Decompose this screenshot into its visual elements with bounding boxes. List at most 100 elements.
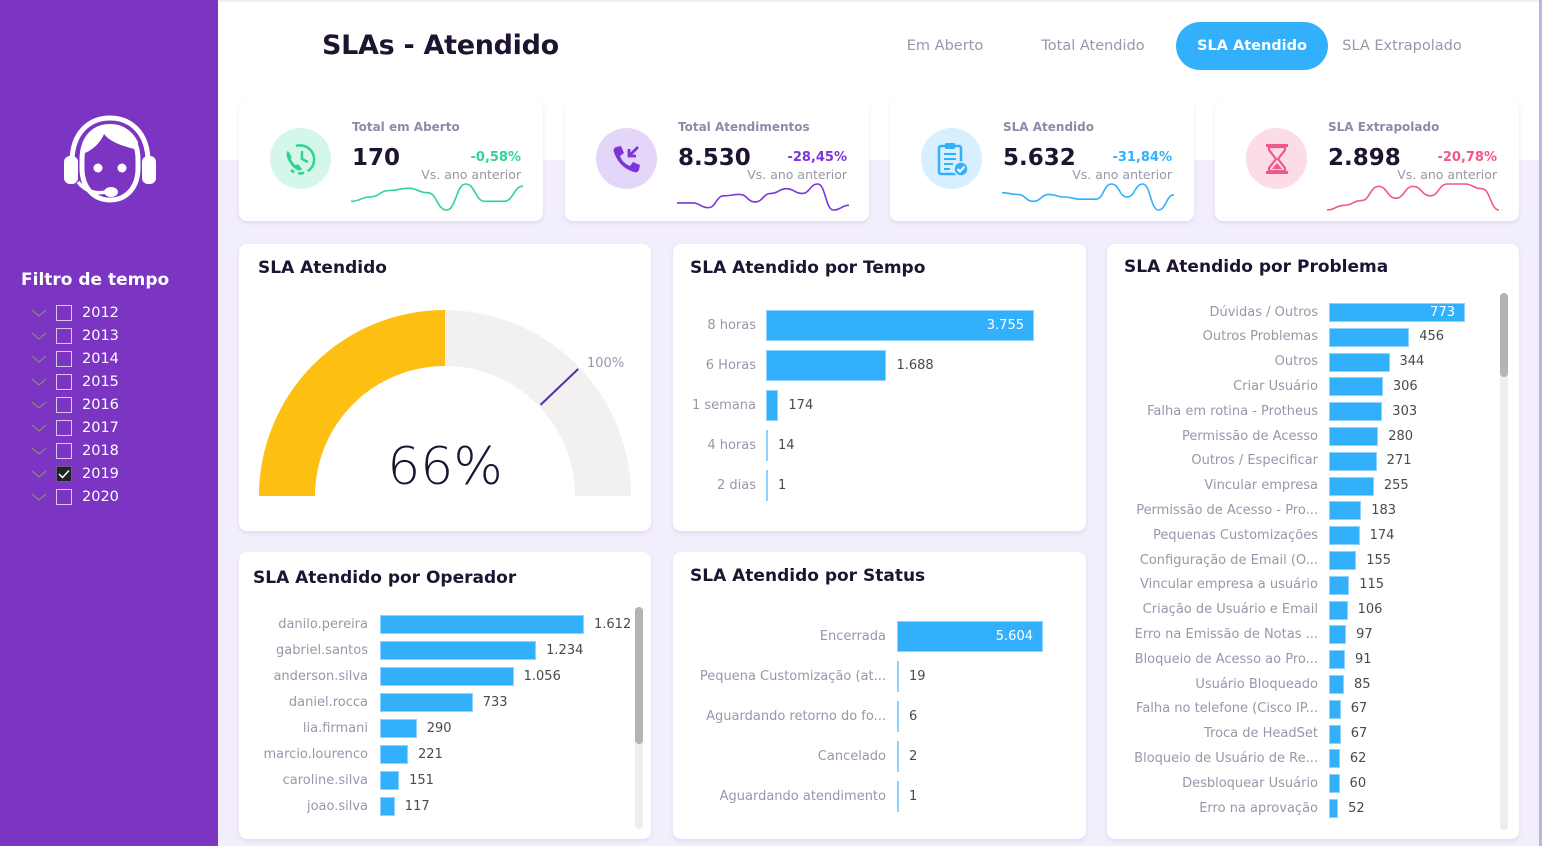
bar[interactable]	[1329, 799, 1339, 818]
gauge-fill	[259, 310, 445, 496]
bar-category-label: marcio.lourenco	[263, 746, 368, 762]
bar[interactable]	[1329, 501, 1362, 521]
chart-title: SLA Atendido por Problema	[1124, 257, 1389, 277]
bar[interactable]	[1329, 600, 1348, 620]
bar[interactable]	[897, 661, 899, 692]
bar-value-label: 19	[909, 668, 926, 684]
bar[interactable]	[1329, 303, 1465, 322]
year-checkbox[interactable]	[56, 304, 72, 321]
chevron-down-icon[interactable]	[30, 353, 48, 365]
bar-category-label: 2 dias	[716, 477, 756, 493]
chevron-down-icon[interactable]	[30, 468, 48, 480]
chevron-down-icon[interactable]	[30, 330, 48, 342]
year-checkbox[interactable]	[56, 327, 72, 344]
bar-category-label: Falha em rotina - Protheus	[1147, 403, 1318, 419]
bar[interactable]	[380, 719, 417, 738]
bar[interactable]	[897, 781, 899, 812]
nav-tab-total-atendido[interactable]: Total Atendido	[1041, 38, 1145, 54]
year-filter-item[interactable]: 2020	[30, 486, 119, 509]
scrollbar[interactable]	[635, 607, 643, 829]
chart-card-tempo: SLA Atendido por Tempo 8 horas 3.755 6 Hor…	[673, 244, 1086, 531]
bar[interactable]	[380, 693, 473, 712]
bar[interactable]	[380, 641, 537, 660]
bar[interactable]	[897, 621, 1043, 652]
bar-value-label: 1.056	[523, 668, 561, 684]
year-filter-item[interactable]: 2018	[30, 440, 119, 463]
bar[interactable]	[380, 745, 408, 764]
bar[interactable]	[1329, 327, 1410, 347]
bar-value-label: 117	[404, 798, 430, 814]
chart-title: SLA Atendido por Status	[690, 566, 926, 586]
bar[interactable]	[1329, 724, 1341, 744]
kpi-delta: -28,45%	[787, 150, 847, 165]
bar[interactable]	[1329, 551, 1357, 570]
bar[interactable]	[766, 390, 779, 421]
year-filter-item[interactable]: 2013	[30, 324, 119, 347]
chevron-down-icon[interactable]	[30, 399, 48, 411]
bar[interactable]	[766, 310, 1034, 341]
nav-tab-sla-extrapolado[interactable]: SLA Extrapolado	[1342, 38, 1462, 54]
year-filter-item[interactable]: 2014	[30, 347, 119, 370]
year-checkbox[interactable]	[56, 396, 72, 413]
bar-value-label: 67	[1350, 701, 1368, 717]
chevron-down-icon[interactable]	[30, 376, 48, 388]
bar[interactable]	[1329, 352, 1390, 372]
sidebar: Filtro de tempo 2012 2013 2014 2015 2016 2017…	[0, 0, 218, 846]
year-filter-item[interactable]: 2019	[30, 463, 119, 486]
bar-category-label: danilo.pereira	[278, 616, 368, 632]
year-filter-item[interactable]: 2017	[30, 416, 119, 439]
chevron-down-icon[interactable]	[30, 422, 48, 434]
bar-category-label: daniel.rocca	[288, 694, 368, 710]
year-filter-item[interactable]: 2015	[30, 370, 119, 393]
year-checkbox[interactable]	[56, 489, 72, 506]
bar-category-label: Permissão de Acesso - Pro...	[1136, 502, 1318, 518]
bar[interactable]	[766, 350, 887, 381]
scrollbar-thumb[interactable]	[1500, 293, 1508, 377]
bar[interactable]	[1329, 427, 1379, 446]
scrollbar-thumb[interactable]	[635, 607, 643, 744]
nav-tab-sla-atendido[interactable]: SLA Atendido	[1176, 22, 1328, 70]
page-title: SLAs - Atendido	[322, 30, 559, 61]
bar[interactable]	[1329, 377, 1383, 397]
bar-category-label: Erro na aprovação	[1199, 800, 1318, 816]
bar[interactable]	[1329, 451, 1377, 471]
year-checkbox[interactable]	[56, 443, 72, 460]
bar[interactable]	[1329, 749, 1340, 769]
bar-value-label: 773	[1430, 304, 1455, 320]
bar[interactable]	[897, 701, 899, 732]
bar[interactable]	[766, 470, 768, 501]
bar[interactable]	[380, 797, 395, 816]
bar[interactable]	[1329, 699, 1341, 719]
year-filter-item[interactable]: 2012	[30, 301, 119, 324]
bar-value-label: 5.604	[995, 628, 1033, 644]
nav-tab-em-aberto[interactable]: Em Aberto	[906, 38, 984, 54]
bar[interactable]	[766, 430, 768, 461]
bar-category-label: Outros Problemas	[1202, 329, 1318, 345]
bar[interactable]	[1329, 650, 1345, 670]
scrollbar[interactable]	[1500, 293, 1508, 830]
year-checkbox[interactable]	[56, 466, 72, 483]
chevron-down-icon[interactable]	[30, 307, 48, 319]
year-checkbox[interactable]	[56, 373, 72, 390]
bar-value-label: 733	[482, 694, 508, 710]
bar[interactable]	[1329, 526, 1360, 546]
bar[interactable]	[1329, 625, 1347, 645]
bar[interactable]	[1329, 774, 1340, 794]
chevron-down-icon[interactable]	[30, 445, 48, 457]
bar-value-label: 3.755	[986, 317, 1024, 333]
bar[interactable]	[1329, 675, 1344, 694]
year-checkbox[interactable]	[56, 350, 72, 367]
bar[interactable]	[897, 741, 899, 772]
bar[interactable]	[1329, 575, 1350, 595]
year-filter-item[interactable]: 2016	[30, 393, 119, 416]
bar[interactable]	[1329, 476, 1374, 496]
sparkline-path	[1327, 183, 1499, 211]
bar[interactable]	[380, 771, 400, 790]
bar[interactable]	[380, 667, 514, 686]
bar[interactable]	[1329, 402, 1383, 422]
chevron-down-icon[interactable]	[30, 491, 48, 503]
kpi-label: SLA Atendido	[1003, 120, 1094, 134]
year-checkbox[interactable]	[56, 420, 72, 437]
bar[interactable]	[380, 615, 584, 634]
year-label: 2018	[82, 443, 119, 460]
